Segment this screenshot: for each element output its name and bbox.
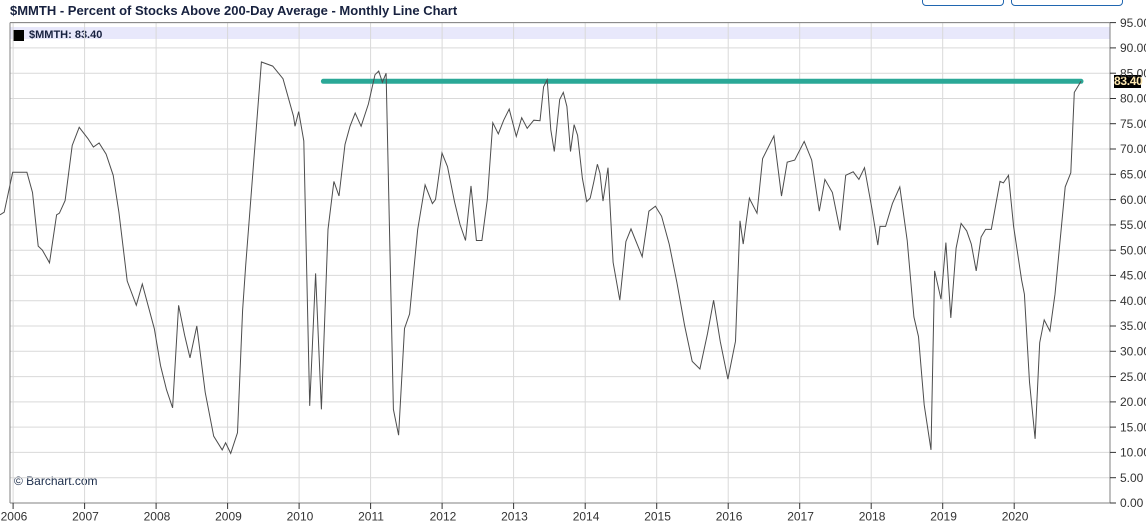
svg-text:2009: 2009 bbox=[215, 510, 242, 524]
svg-text:65.00: 65.00 bbox=[1120, 168, 1146, 182]
svg-text:95.00: 95.00 bbox=[1120, 16, 1146, 30]
svg-text:0.00: 0.00 bbox=[1120, 496, 1144, 510]
svg-text:15.00: 15.00 bbox=[1120, 420, 1146, 434]
svg-text:2018: 2018 bbox=[859, 510, 886, 524]
svg-text:2012: 2012 bbox=[430, 510, 457, 524]
svg-text:25.00: 25.00 bbox=[1120, 370, 1146, 384]
svg-text:2017: 2017 bbox=[787, 510, 814, 524]
svg-text:80.00: 80.00 bbox=[1120, 92, 1146, 106]
svg-text:2014: 2014 bbox=[573, 510, 600, 524]
svg-text:45.00: 45.00 bbox=[1120, 269, 1146, 283]
svg-text:55.00: 55.00 bbox=[1120, 218, 1146, 232]
svg-text:60.00: 60.00 bbox=[1120, 193, 1146, 207]
svg-text:2006: 2006 bbox=[1, 510, 28, 524]
svg-text:2013: 2013 bbox=[501, 510, 528, 524]
svg-text:70.00: 70.00 bbox=[1120, 142, 1146, 156]
svg-text:2008: 2008 bbox=[144, 510, 171, 524]
svg-text:2016: 2016 bbox=[716, 510, 743, 524]
svg-text:2007: 2007 bbox=[72, 510, 99, 524]
svg-text:85.00: 85.00 bbox=[1120, 66, 1146, 80]
svg-text:50.00: 50.00 bbox=[1120, 243, 1146, 257]
svg-text:2015: 2015 bbox=[644, 510, 671, 524]
svg-text:10.00: 10.00 bbox=[1120, 446, 1146, 460]
svg-text:2019: 2019 bbox=[930, 510, 957, 524]
svg-text:2020: 2020 bbox=[1002, 510, 1029, 524]
svg-text:2011: 2011 bbox=[358, 510, 384, 524]
svg-text:90.00: 90.00 bbox=[1120, 41, 1146, 55]
svg-text:40.00: 40.00 bbox=[1120, 294, 1146, 308]
svg-text:75.00: 75.00 bbox=[1120, 117, 1146, 131]
svg-text:35.00: 35.00 bbox=[1120, 319, 1146, 333]
svg-text:2010: 2010 bbox=[287, 510, 314, 524]
svg-text:5.00: 5.00 bbox=[1120, 471, 1144, 485]
svg-text:30.00: 30.00 bbox=[1120, 345, 1146, 359]
svg-text:20.00: 20.00 bbox=[1120, 395, 1146, 409]
